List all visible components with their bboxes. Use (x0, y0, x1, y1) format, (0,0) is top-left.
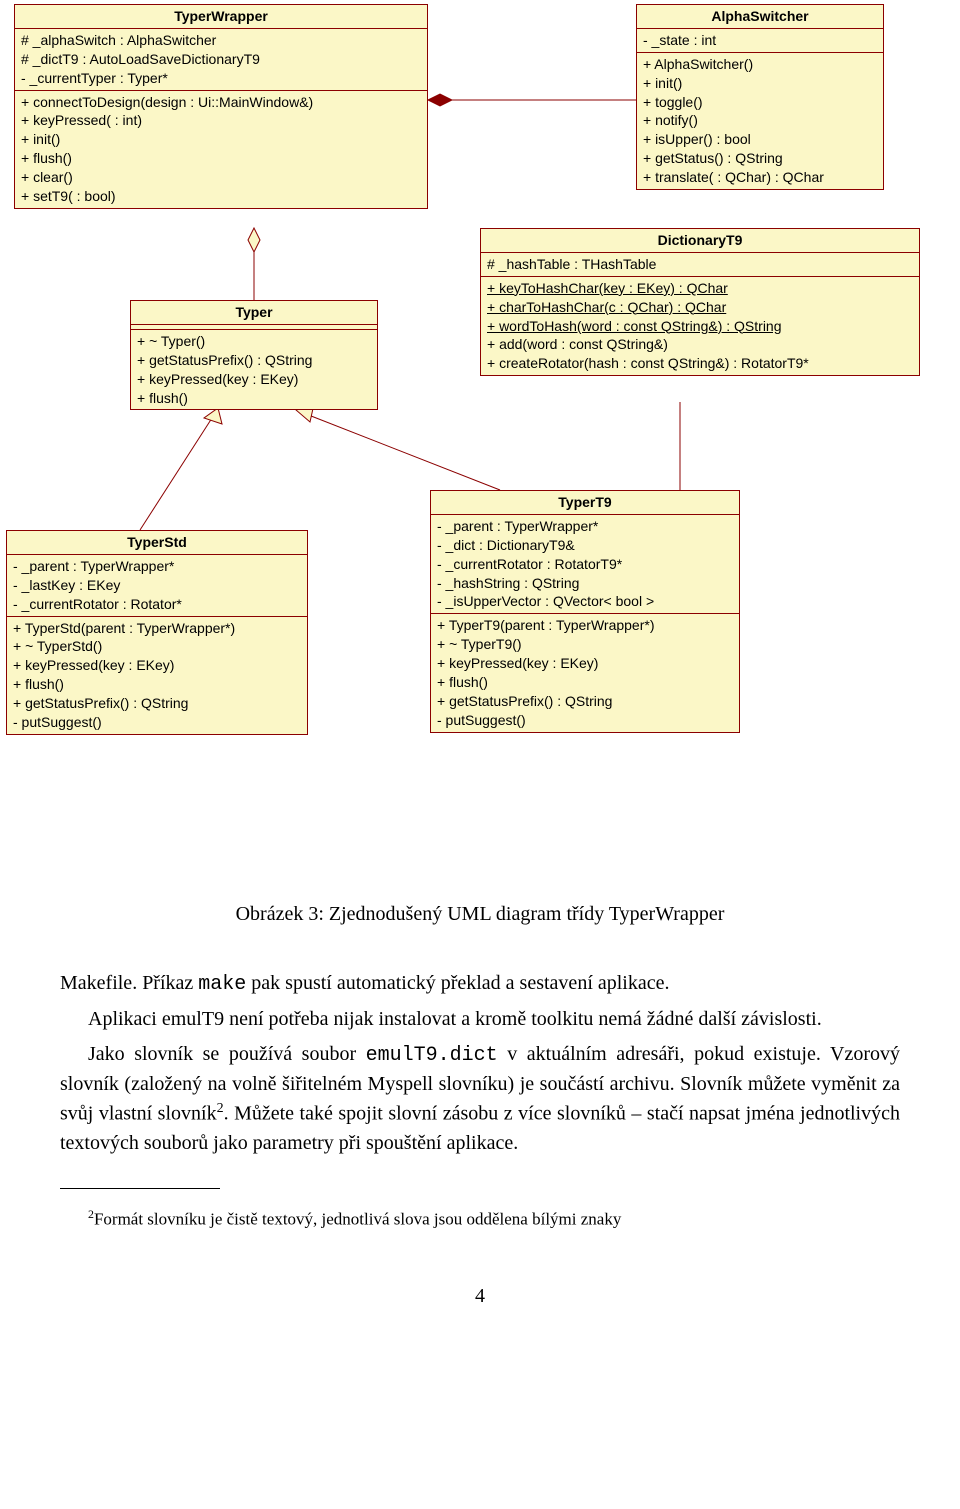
attr: - _isUpperVector : QVector< bool > (437, 592, 733, 611)
class-operations: + AlphaSwitcher() + init() + toggle() + … (637, 53, 883, 189)
paragraph-3: Jako slovník se používá soubor emulT9.di… (60, 1040, 900, 1158)
op: + init() (21, 130, 421, 149)
op-static: + keyToHashChar(key : EKey) : QChar (487, 279, 913, 298)
op: + notify() (643, 111, 877, 130)
p1-code: make (198, 973, 246, 996)
attr: # _dictT9 : AutoLoadSaveDictionaryT9 (21, 50, 421, 69)
op: + getStatus() : QString (643, 149, 877, 168)
op: - putSuggest() (437, 711, 733, 730)
attr: - _currentRotator : Rotator* (13, 595, 301, 614)
paragraph-1: Makefile. Příkaz make pak spustí automat… (60, 969, 900, 999)
class-title: TyperT9 (431, 491, 739, 515)
op: + getStatusPrefix() : QString (137, 351, 371, 370)
op: - putSuggest() (13, 713, 301, 732)
class-operations: + connectToDesign(design : Ui::MainWindo… (15, 91, 427, 208)
attr: # _alphaSwitch : AlphaSwitcher (21, 31, 421, 50)
class-attributes: # _hashTable : THashTable (481, 253, 919, 277)
footnote-ref: 2 (217, 1101, 224, 1116)
op: + setT9( : bool) (21, 187, 421, 206)
attr: - _parent : TyperWrapper* (437, 517, 733, 536)
p1-text-a: Makefile. Příkaz (60, 972, 198, 994)
class-attributes: - _parent : TyperWrapper* - _dict : Dict… (431, 515, 739, 614)
op: + isUpper() : bool (643, 130, 877, 149)
attr: - _lastKey : EKey (13, 576, 301, 595)
class-alphaswitcher: AlphaSwitcher - _state : int + AlphaSwit… (636, 4, 884, 190)
attr: # _hashTable : THashTable (487, 255, 913, 274)
class-typert9: TyperT9 - _parent : TyperWrapper* - _dic… (430, 490, 740, 733)
page-number: 4 (60, 1282, 900, 1311)
footnote-text: Formát slovníku je čistě textový, jednot… (94, 1209, 621, 1228)
class-title: Typer (131, 301, 377, 325)
caption-prefix: Obrázek 3: (236, 903, 324, 925)
op: + toggle() (643, 93, 877, 112)
op: + TyperStd(parent : TyperWrapper*) (13, 619, 301, 638)
class-typerstd: TyperStd - _parent : TyperWrapper* - _la… (6, 530, 308, 735)
op: + keyPressed(key : EKey) (437, 654, 733, 673)
class-operations: + TyperT9(parent : TyperWrapper*) + ~ Ty… (431, 614, 739, 731)
op: + getStatusPrefix() : QString (437, 692, 733, 711)
class-typerwrapper: TyperWrapper # _alphaSwitch : AlphaSwitc… (14, 4, 428, 209)
p2-text: Aplikaci emulT9 není potřeba nijak insta… (88, 1008, 822, 1030)
class-operations: + TyperStd(parent : TyperWrapper*) + ~ T… (7, 617, 307, 734)
class-attributes: - _parent : TyperWrapper* - _lastKey : E… (7, 555, 307, 617)
op: + AlphaSwitcher() (643, 55, 877, 74)
class-dictionaryt9: DictionaryT9 # _hashTable : THashTable +… (480, 228, 920, 376)
op: + connectToDesign(design : Ui::MainWindo… (21, 93, 421, 112)
class-title: TyperWrapper (15, 5, 427, 29)
attr: - _dict : DictionaryT9& (437, 536, 733, 555)
footnote: 2Formát slovníku je čistě textový, jedno… (60, 1206, 900, 1232)
op: + getStatusPrefix() : QString (13, 694, 301, 713)
op: + clear() (21, 168, 421, 187)
class-typer: Typer + ~ Typer() + getStatusPrefix() : … (130, 300, 378, 410)
op: + ~ TyperT9() (437, 635, 733, 654)
attr: - _state : int (643, 31, 877, 50)
op: + keyPressed(key : EKey) (137, 370, 371, 389)
p3-text-a: Jako slovník se používá soubor (88, 1043, 366, 1065)
op-static: + wordToHash(word : const QString&) : QS… (487, 317, 913, 336)
caption-text: Zjednodušený UML diagram třídy TyperWrap… (329, 903, 724, 925)
op: + ~ Typer() (137, 332, 371, 351)
class-title: AlphaSwitcher (637, 5, 883, 29)
op: + init() (643, 74, 877, 93)
attr: - _currentTyper : Typer* (21, 69, 421, 88)
class-attributes: - _state : int (637, 29, 883, 53)
p1-text-b: pak spustí automatický překlad a sestave… (246, 972, 669, 994)
footnote-rule (60, 1188, 220, 1189)
class-attributes: # _alphaSwitch : AlphaSwitcher # _dictT9… (15, 29, 427, 91)
attr: - _parent : TyperWrapper* (13, 557, 301, 576)
op: + flush() (13, 675, 301, 694)
op: + keyPressed( : int) (21, 111, 421, 130)
document-body: Obrázek 3: Zjednodušený UML diagram tříd… (0, 850, 960, 1351)
op: + createRotator(hash : const QString&) :… (487, 354, 913, 373)
class-title: TyperStd (7, 531, 307, 555)
op: + translate( : QChar) : QChar (643, 168, 877, 187)
op: + keyPressed(key : EKey) (13, 656, 301, 675)
class-operations: + keyToHashChar(key : EKey) : QChar + ch… (481, 277, 919, 375)
op: + flush() (137, 389, 371, 408)
op: + add(word : const QString&) (487, 335, 913, 354)
class-operations: + ~ Typer() + getStatusPrefix() : QStrin… (131, 330, 377, 410)
uml-diagram-canvas: TyperWrapper # _alphaSwitch : AlphaSwitc… (0, 0, 960, 850)
p3-code: emulT9.dict (366, 1044, 498, 1067)
op: + flush() (437, 673, 733, 692)
class-title: DictionaryT9 (481, 229, 919, 253)
attr: - _hashString : QString (437, 574, 733, 593)
op: + flush() (21, 149, 421, 168)
attr: - _currentRotator : RotatorT9* (437, 555, 733, 574)
op-static: + charToHashChar(c : QChar) : QChar (487, 298, 913, 317)
paragraph-2: Aplikaci emulT9 není potřeba nijak insta… (60, 1005, 900, 1034)
op: + TyperT9(parent : TyperWrapper*) (437, 616, 733, 635)
op: + ~ TyperStd() (13, 637, 301, 656)
figure-caption: Obrázek 3: Zjednodušený UML diagram tříd… (60, 900, 900, 929)
